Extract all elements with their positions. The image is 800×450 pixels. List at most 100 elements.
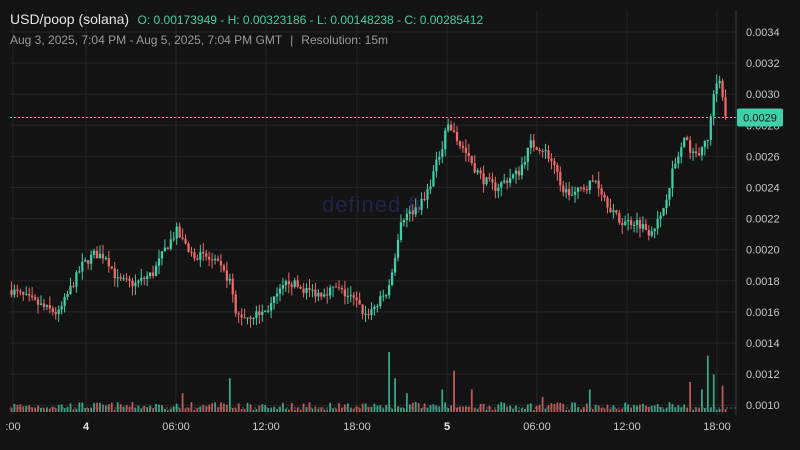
volume-bar — [467, 406, 470, 412]
candle-body — [199, 251, 202, 260]
volume-bar — [695, 407, 697, 412]
candle-body — [582, 187, 586, 190]
candle-body — [149, 272, 152, 277]
candle-body — [579, 187, 583, 189]
volume-bar — [75, 408, 78, 412]
volume-bar — [54, 408, 57, 412]
candle-body — [299, 286, 302, 289]
candle-body — [45, 304, 49, 307]
volume-bar — [692, 409, 694, 412]
volume-bar — [243, 408, 246, 412]
candle-body — [573, 191, 577, 195]
candle-body — [352, 295, 355, 298]
volume-bar — [335, 408, 337, 412]
price-axis[interactable]: 0.00340.00320.00300.00280.00260.00240.00… — [746, 27, 780, 412]
volume-bar — [512, 408, 514, 412]
volume-bar — [411, 402, 414, 412]
candle-body — [137, 280, 140, 283]
candle-body — [31, 295, 34, 298]
volume-bar — [456, 407, 458, 412]
candle-body — [140, 277, 143, 281]
volume-bar — [164, 408, 166, 412]
volume-bar — [10, 408, 13, 412]
volume-bar — [444, 402, 447, 412]
candle-body — [364, 313, 367, 315]
x-tick-label: 06:00 — [523, 421, 551, 433]
volume-bar — [96, 402, 98, 412]
candle-body — [385, 295, 388, 297]
ohlc-readout: O: 0.00173949 - H: 0.00323186 - L: 0.001… — [137, 13, 484, 27]
volume-bar — [258, 405, 261, 412]
candle-body — [550, 158, 553, 162]
candle-body — [647, 230, 650, 236]
candle-body — [376, 306, 379, 308]
volume-bar — [600, 407, 603, 412]
candle-body — [509, 178, 512, 183]
volume-bar — [659, 407, 662, 412]
candle-body — [461, 145, 465, 148]
volume-bar — [583, 406, 585, 412]
candle-body — [467, 152, 470, 157]
volume-bar — [521, 408, 523, 412]
volume-bar — [450, 405, 453, 412]
candle-body — [541, 151, 544, 153]
candle-body — [267, 310, 270, 312]
candle-body — [225, 270, 228, 281]
time-axis[interactable]: :00 4 06:00 12:00 18:00 5 06:00 12:00 18:00 — [5, 421, 730, 433]
volume-bar — [134, 408, 137, 412]
volume-bar — [541, 397, 544, 412]
candle-body — [653, 228, 656, 232]
candle-body — [588, 180, 591, 191]
candle-body — [373, 306, 376, 310]
candle-body — [122, 278, 125, 280]
candle-body — [261, 311, 264, 316]
volume-bar — [329, 402, 332, 412]
volume-bar — [152, 408, 154, 412]
volume-bar — [31, 407, 34, 412]
candle-body — [287, 281, 290, 285]
y-tick-label: 0.0014 — [746, 338, 780, 350]
volume-bar — [208, 404, 211, 412]
x-tick-label: 18:00 — [343, 421, 371, 433]
candle-body — [308, 288, 311, 290]
candle-body — [659, 215, 662, 219]
candle-body — [33, 297, 37, 300]
candle-body — [75, 272, 78, 287]
volume-bar — [367, 406, 370, 412]
volume-bar — [532, 409, 535, 412]
candle-body — [216, 258, 220, 261]
candle-body — [683, 137, 686, 148]
volume-bar — [612, 405, 615, 412]
x-tick-label: 06:00 — [162, 421, 190, 433]
volume-bar — [240, 409, 243, 412]
candle-body — [665, 199, 668, 209]
volume-bar — [119, 404, 122, 412]
volume-bar — [473, 408, 476, 412]
candle-body — [503, 180, 506, 183]
candle-body — [128, 278, 131, 281]
volume-bar — [48, 408, 51, 412]
candle-body — [323, 294, 326, 297]
candle-body — [641, 224, 645, 229]
candle-body — [500, 182, 503, 188]
volume-bar — [308, 402, 311, 412]
candle-body — [270, 303, 273, 311]
volume-bar — [518, 409, 520, 412]
candle-body — [621, 222, 624, 225]
volume-bar — [267, 408, 270, 412]
candle-body — [629, 220, 633, 226]
volume-bar — [317, 409, 320, 412]
volume-bar — [441, 389, 444, 412]
volume-bar — [110, 402, 113, 412]
volume-bar — [653, 405, 656, 412]
candle-body — [355, 297, 358, 301]
candle-body — [476, 170, 479, 173]
volume-bar — [500, 402, 503, 412]
volume-bar — [647, 406, 650, 412]
volume-bar — [72, 409, 75, 412]
candle-body — [538, 149, 541, 152]
y-tick-label: 0.0010 — [746, 400, 780, 412]
candle-body — [565, 189, 568, 193]
volume-bar — [43, 408, 45, 412]
